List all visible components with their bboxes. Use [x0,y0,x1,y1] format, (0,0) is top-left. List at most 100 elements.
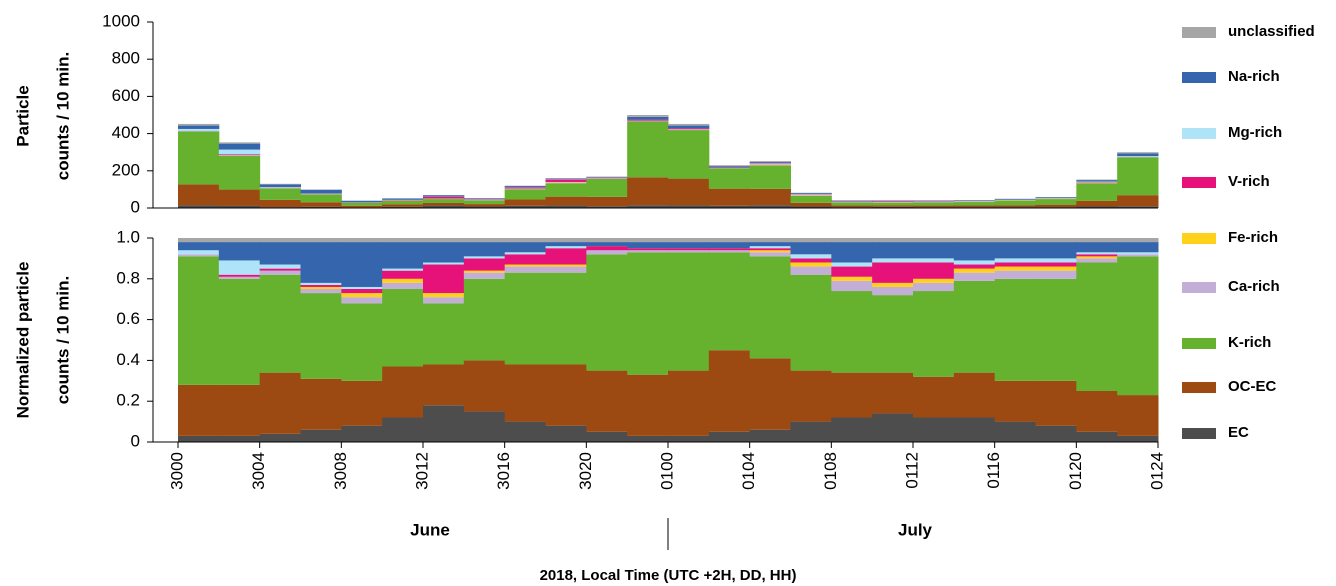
bar-segment [913,376,955,418]
bar-segment [300,194,342,203]
y-label: counts / 10 min. [53,52,72,180]
bar-segment [668,250,710,253]
bar-segment [423,202,465,206]
bar-segment [218,205,261,208]
y-tick-label: 800 [112,49,140,68]
bar-segment [586,370,628,432]
bar-segment [790,238,832,243]
bar-segment [872,242,914,259]
bar-segment [708,350,751,432]
bar-segment [178,131,220,185]
bar-segment [1035,258,1077,263]
bar-segment [994,380,1036,422]
legend-label: Mg-rich [1228,124,1282,141]
bar-segment [382,268,424,271]
bar-segment [872,238,914,243]
bar-segment [708,252,751,351]
y-tick-label: 1000 [102,11,140,30]
bar-segment [463,238,506,243]
bar-segment [178,123,220,126]
bar-segment [913,201,955,202]
bar-segment [178,242,220,251]
bar-segment [218,242,261,261]
bar-segment [545,242,587,247]
bar-segment [790,274,832,371]
bar-segment [708,205,751,208]
bar-segment [668,242,710,249]
bar-segment [341,286,383,289]
legend-label: Fe-rich [1228,229,1278,246]
bar-segment [1117,157,1159,196]
bar-segment [953,238,996,243]
y-tick-label: 0 [131,431,140,450]
legend-swatch [1182,282,1216,293]
bar-segment [994,242,1036,259]
bar-segment [627,238,669,243]
bar-segment [300,189,342,194]
bar-segment [423,364,465,406]
bar-segment [1035,425,1077,442]
bar-segment [382,270,424,279]
bar-segment [586,250,628,255]
bar-segment [423,405,465,442]
y-label: Particle [13,85,32,146]
bar-segment [1035,278,1077,381]
bar-segment [913,282,955,292]
bar-segment [831,417,873,442]
bar-segment [749,164,791,165]
bar-segment [749,205,791,208]
bar-segment [1035,199,1077,205]
bar-segment [668,205,710,208]
bar-segment [872,205,914,207]
bar-segment [953,268,996,273]
bar-segment [463,204,506,207]
bar-segment [668,252,710,371]
bar-segment [627,248,669,251]
bar-segment [259,372,301,434]
bar-segment [382,242,424,269]
bar-segment [218,149,261,155]
bar-segment [708,188,751,206]
bar-segment [586,254,628,371]
bar-segment [341,238,383,243]
bar-segment [382,200,424,205]
bar-segment [259,270,301,275]
bar-segment [259,433,301,442]
bar-segment [545,183,587,197]
bar-segment [259,264,301,269]
x-tick-label: 0108 [821,452,840,490]
bar-segment [627,435,669,442]
x-tick-label: 0120 [1066,452,1085,490]
bar-segment [300,293,342,379]
bar-segment [423,196,465,199]
bar-segment [913,242,955,259]
bar-segment [913,417,955,442]
bar-segment [259,268,301,271]
bar-segment [668,370,710,436]
y-tick-label: 200 [112,160,140,179]
bar-segment [627,242,669,249]
bar-segment [831,291,873,373]
bar-segment [586,196,628,207]
bar-segment [504,189,546,200]
bar-segment [872,372,914,414]
bar-segment [1117,152,1159,154]
bar-segment [831,280,873,292]
bar-segment [341,380,383,426]
bar-segment [423,303,465,365]
bar-segment [994,205,1036,208]
bar-segment [790,262,832,267]
bar-segment [1117,153,1159,157]
bar-segment [259,186,301,188]
bar-segment [668,125,710,129]
bar-segment [1117,195,1159,207]
bar-segment [586,242,628,247]
bar-segment [708,166,751,168]
bar-segment [953,280,996,373]
bar-segment [586,206,628,208]
bar-segment [218,435,261,442]
x-tick-label: 3008 [331,452,350,490]
bar-segment [627,115,669,117]
bar-segment [382,206,424,208]
bar-segment [1117,435,1159,442]
